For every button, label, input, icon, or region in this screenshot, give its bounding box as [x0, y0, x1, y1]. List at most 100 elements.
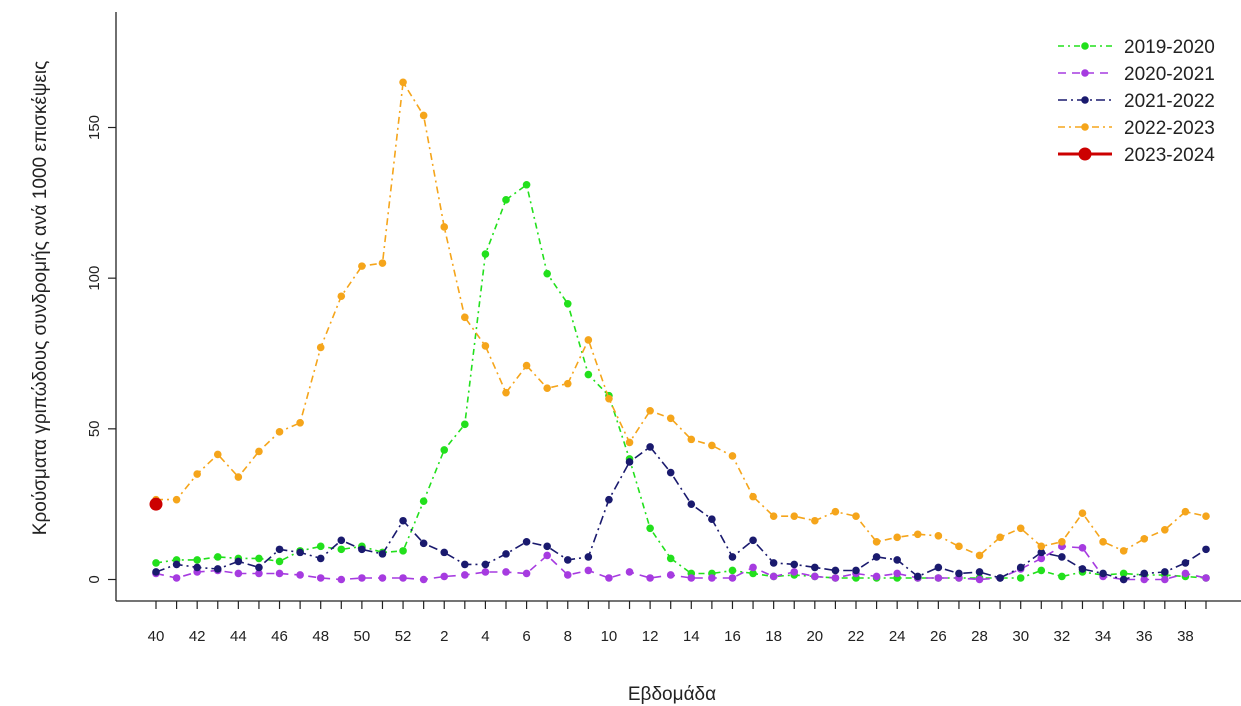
legend-marker — [1081, 123, 1089, 131]
data-point — [234, 557, 243, 566]
x-tick-label: 36 — [1136, 628, 1153, 645]
data-point — [708, 441, 716, 450]
x-tick-label: 38 — [1177, 628, 1194, 645]
x-tick-label: 28 — [971, 628, 988, 645]
legend-label: 2022-2023 — [1124, 118, 1215, 139]
data-point — [852, 512, 860, 521]
data-point — [543, 269, 551, 278]
data-point — [316, 574, 325, 582]
data-point — [316, 542, 325, 551]
data-point — [522, 361, 531, 370]
data-point — [1140, 535, 1149, 543]
data-point — [666, 554, 675, 563]
data-point — [1037, 554, 1046, 563]
data-point — [193, 470, 201, 478]
data-point — [708, 574, 716, 582]
data-point — [1202, 512, 1210, 521]
data-point — [481, 568, 490, 576]
legend-label: 2019-2020 — [1124, 37, 1215, 58]
data-point — [234, 569, 243, 578]
data-point — [872, 538, 881, 546]
data-point — [522, 180, 531, 189]
data-point — [296, 419, 304, 427]
legend-marker — [1081, 96, 1089, 104]
x-tick-label: 6 — [522, 628, 530, 645]
data-point — [605, 394, 613, 403]
series-2022-2023 — [152, 78, 1210, 560]
data-point — [419, 497, 428, 505]
data-point — [872, 553, 881, 561]
data-point — [172, 574, 181, 582]
series-line — [155, 183, 1207, 579]
data-point — [358, 262, 366, 270]
data-point — [563, 379, 572, 388]
x-tick-label: 8 — [564, 628, 572, 645]
data-point — [502, 388, 510, 397]
data-point — [337, 575, 346, 584]
data-point — [1037, 542, 1046, 551]
x-tick-label: 30 — [1012, 628, 1029, 645]
x-tick-label: 24 — [889, 628, 906, 645]
data-point — [605, 495, 613, 504]
legend-label: 2020-2021 — [1124, 64, 1215, 85]
x-tick-label: 22 — [848, 628, 865, 645]
x-tick-label: 12 — [642, 628, 659, 645]
data-point — [1161, 575, 1169, 584]
data-point — [399, 574, 407, 582]
data-point — [934, 563, 943, 572]
data-point — [728, 553, 737, 561]
data-point — [1037, 548, 1046, 557]
data-point — [255, 569, 263, 578]
data-point — [1202, 545, 1210, 554]
data-point — [955, 542, 963, 551]
data-point — [316, 343, 325, 352]
data-point — [1058, 572, 1066, 581]
data-point — [1016, 574, 1025, 582]
data-point — [461, 571, 469, 579]
data-point — [769, 572, 778, 581]
data-point — [543, 384, 551, 392]
y-axis-title: Κρούσματα γριπώδους συνδρομής ανά 1000 ε… — [30, 61, 51, 535]
x-tick-label: 48 — [312, 628, 329, 645]
data-point — [893, 533, 901, 542]
data-point — [584, 370, 593, 379]
y-tick-label: 50 — [86, 420, 103, 437]
data-point — [296, 571, 304, 579]
series-layer — [149, 78, 1210, 584]
x-tick-label: 34 — [1095, 628, 1112, 645]
data-point — [419, 111, 428, 120]
data-point — [1181, 507, 1190, 516]
series-line — [156, 79, 1207, 557]
x-tick-label: 4 — [481, 628, 489, 645]
data-point — [563, 299, 572, 308]
data-point — [522, 538, 531, 546]
data-point — [893, 556, 901, 564]
data-point — [419, 539, 428, 548]
data-point — [646, 524, 654, 533]
data-point — [275, 428, 284, 436]
data-point — [337, 545, 346, 554]
data-point — [358, 545, 366, 554]
data-point — [275, 545, 284, 554]
data-point — [934, 574, 943, 582]
data-point — [172, 495, 181, 504]
data-point — [149, 497, 163, 511]
data-point — [625, 438, 634, 447]
series-2023-2024 — [149, 497, 163, 511]
data-point — [461, 560, 469, 569]
x-tick-label: 16 — [724, 628, 741, 645]
data-point — [893, 569, 901, 578]
data-point — [934, 532, 943, 540]
data-point — [975, 568, 984, 576]
data-point — [543, 542, 551, 551]
data-point — [646, 443, 654, 451]
data-point — [255, 554, 263, 563]
data-point — [996, 533, 1004, 542]
data-point — [749, 569, 757, 578]
data-point — [296, 548, 304, 557]
data-point — [687, 435, 696, 444]
data-point — [1099, 569, 1107, 578]
data-point — [872, 572, 881, 581]
x-tick-label: 52 — [395, 628, 412, 645]
